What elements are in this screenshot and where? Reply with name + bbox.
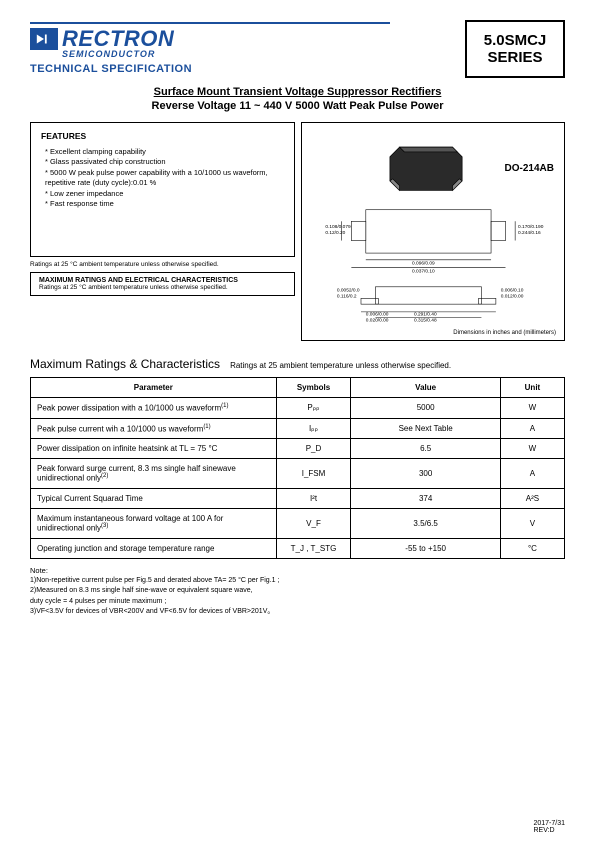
ratings-title-sub: Ratings at 25 ambient temperature unless… <box>230 361 451 370</box>
cell-parameter: Power dissipation on infinite heatsink a… <box>31 439 277 459</box>
cell-unit: V <box>500 508 564 538</box>
series-box: 5.0SMCJ SERIES <box>465 20 565 78</box>
max-ratings-sub: Ratings at 25 °C ambient temperature unl… <box>39 284 286 291</box>
dim-text: 0.291/0.40 <box>413 312 436 318</box>
cell-value: -55 to +150 <box>351 538 501 558</box>
package-label: DO-214AB <box>505 163 554 174</box>
cell-parameter: Peak power dissipation with a 10/1000 us… <box>31 398 277 419</box>
header-row: RECTRON SEMICONDUCTOR TECHNICAL SPECIFIC… <box>30 20 565 78</box>
footer: 2017-7/31 REV:D <box>30 820 565 834</box>
col-value: Value <box>351 378 501 398</box>
feature-item: 5000 W peak pulse power capability with … <box>45 168 284 189</box>
cell-unit: W <box>500 439 564 459</box>
cell-unit: A <box>500 418 564 439</box>
dim-text: 0.244/0.16 <box>518 230 541 236</box>
dim-text: 0.012/0.00 <box>500 293 523 299</box>
note-item: 3)VF<3.5V for devices of VBR<200V and VF… <box>30 607 565 618</box>
dim-text: 0.037/0.10 <box>412 268 435 274</box>
title-block: Surface Mount Transient Voltage Suppress… <box>30 86 565 112</box>
cell-symbol: T_J , T_STG <box>276 538 351 558</box>
cell-value: 5000 <box>351 398 501 419</box>
package-drawing: 0.108/0.079 0.12/0.20 0.170/0.190 0.244/… <box>308 129 559 329</box>
note-item: 1)Non-repetitive current pulse per Fig.5… <box>30 576 565 587</box>
cell-value: 374 <box>351 488 501 508</box>
series-line2: SERIES <box>481 49 549 66</box>
table-row: Peak power dissipation with a 10/1000 us… <box>31 398 565 419</box>
features-box: FEATURES Excellent clamping capability G… <box>30 122 295 257</box>
notes-block: Note: 1)Non-repetitive current pulse per… <box>30 565 565 618</box>
features-heading: FEATURES <box>41 131 284 143</box>
cell-value: See Next Table <box>351 418 501 439</box>
footer-rev: REV:D <box>533 827 554 834</box>
cell-symbol: Pₚₚ <box>276 398 351 419</box>
ratings-title: Maximum Ratings & Characteristics <box>30 357 220 371</box>
table-row: Maximum instantaneous forward voltage at… <box>31 508 565 538</box>
logo-icon <box>30 28 58 50</box>
ratings-footnote: Ratings at 25 °C ambient temperature unl… <box>30 261 295 268</box>
footer-date: 2017-7/31 <box>533 820 565 827</box>
feature-item: Excellent clamping capability <box>45 147 284 158</box>
table-row: Power dissipation on infinite heatsink a… <box>31 439 565 459</box>
feature-item: Low zener impedance <box>45 189 284 200</box>
package-box: DO-214AB <box>301 122 566 341</box>
col-parameter: Parameter <box>31 378 277 398</box>
dim-text: 0.108/0.079 <box>325 224 351 230</box>
logo-block: RECTRON SEMICONDUCTOR TECHNICAL SPECIFIC… <box>30 20 390 75</box>
cell-parameter: Maximum instantaneous forward voltage at… <box>31 508 277 538</box>
cell-parameter: Typical Current Squarad Time <box>31 488 277 508</box>
cell-unit: A²S <box>500 488 564 508</box>
cell-symbol: V_F <box>276 508 351 538</box>
cell-value: 300 <box>351 459 501 489</box>
table-row: Peak forward surge current, 8.3 ms singl… <box>31 459 565 489</box>
col-symbols: Symbols <box>276 378 351 398</box>
dim-text: 0.0052/0.0 <box>336 288 359 294</box>
max-ratings-box: MAXIMUM RATINGS AND ELECTRICAL CHARACTER… <box>30 272 295 296</box>
cell-symbol: Iₚₚ <box>276 418 351 439</box>
cell-parameter: Peak forward surge current, 8.3 ms singl… <box>31 459 277 489</box>
series-line1: 5.0SMCJ <box>481 32 549 49</box>
cell-symbol: I²t <box>276 488 351 508</box>
max-ratings-heading: MAXIMUM RATINGS AND ELECTRICAL CHARACTER… <box>39 277 286 284</box>
note-item: 2)Measured on 8.3 ms single half sine-wa… <box>30 586 565 597</box>
cell-unit: A <box>500 459 564 489</box>
doc-subtitle: Reverse Voltage 11 ~ 440 V 5000 Watt Pea… <box>30 100 565 112</box>
doc-title: Surface Mount Transient Voltage Suppress… <box>30 86 565 98</box>
table-row: Peak pulse current wih a 10/1000 us wave… <box>31 418 565 439</box>
dim-text: 0.096/0.09 <box>412 261 435 267</box>
cell-unit: °C <box>500 538 564 558</box>
cell-value: 3.5/6.5 <box>351 508 501 538</box>
dim-text: 0.006/0.10 <box>500 288 523 294</box>
dim-text: 0.116/0.2 <box>336 293 356 299</box>
cell-value: 6.5 <box>351 439 501 459</box>
dim-text: 0.12/0.20 <box>325 230 345 236</box>
cell-parameter: Peak pulse current wih a 10/1000 us wave… <box>31 418 277 439</box>
ratings-section-title: Maximum Ratings & Characteristics Rating… <box>30 357 565 371</box>
note-item: duty cycle = 4 pulses per minute maximum… <box>30 597 565 608</box>
features-list: Excellent clamping capability Glass pass… <box>41 147 284 210</box>
cell-parameter: Operating junction and storage temperatu… <box>31 538 277 558</box>
dim-text: 0.170/0.190 <box>518 224 544 230</box>
tech-spec-label: TECHNICAL SPECIFICATION <box>30 63 390 75</box>
dim-text: 0.020/0.00 <box>365 317 388 323</box>
cell-symbol: I_FSM <box>276 459 351 489</box>
dim-text: 0.006/0.00 <box>365 312 388 318</box>
notes-heading: Note: <box>30 565 565 576</box>
cell-symbol: P_D <box>276 439 351 459</box>
package-dim-note: Dimensions in inches and (millimeters) <box>453 330 556 336</box>
col-unit: Unit <box>500 378 564 398</box>
ratings-table: Parameter Symbols Value Unit Peak power … <box>30 377 565 559</box>
table-row: Operating junction and storage temperatu… <box>31 538 565 558</box>
feature-item: Glass passivated chip construction <box>45 157 284 168</box>
cell-unit: W <box>500 398 564 419</box>
table-row: Typical Current Squarad TimeI²t374A²S <box>31 488 565 508</box>
feature-item: Fast response time <box>45 199 284 210</box>
dim-text: 0.315/0.48 <box>413 317 436 323</box>
brand-sub: SEMICONDUCTOR <box>62 49 390 59</box>
